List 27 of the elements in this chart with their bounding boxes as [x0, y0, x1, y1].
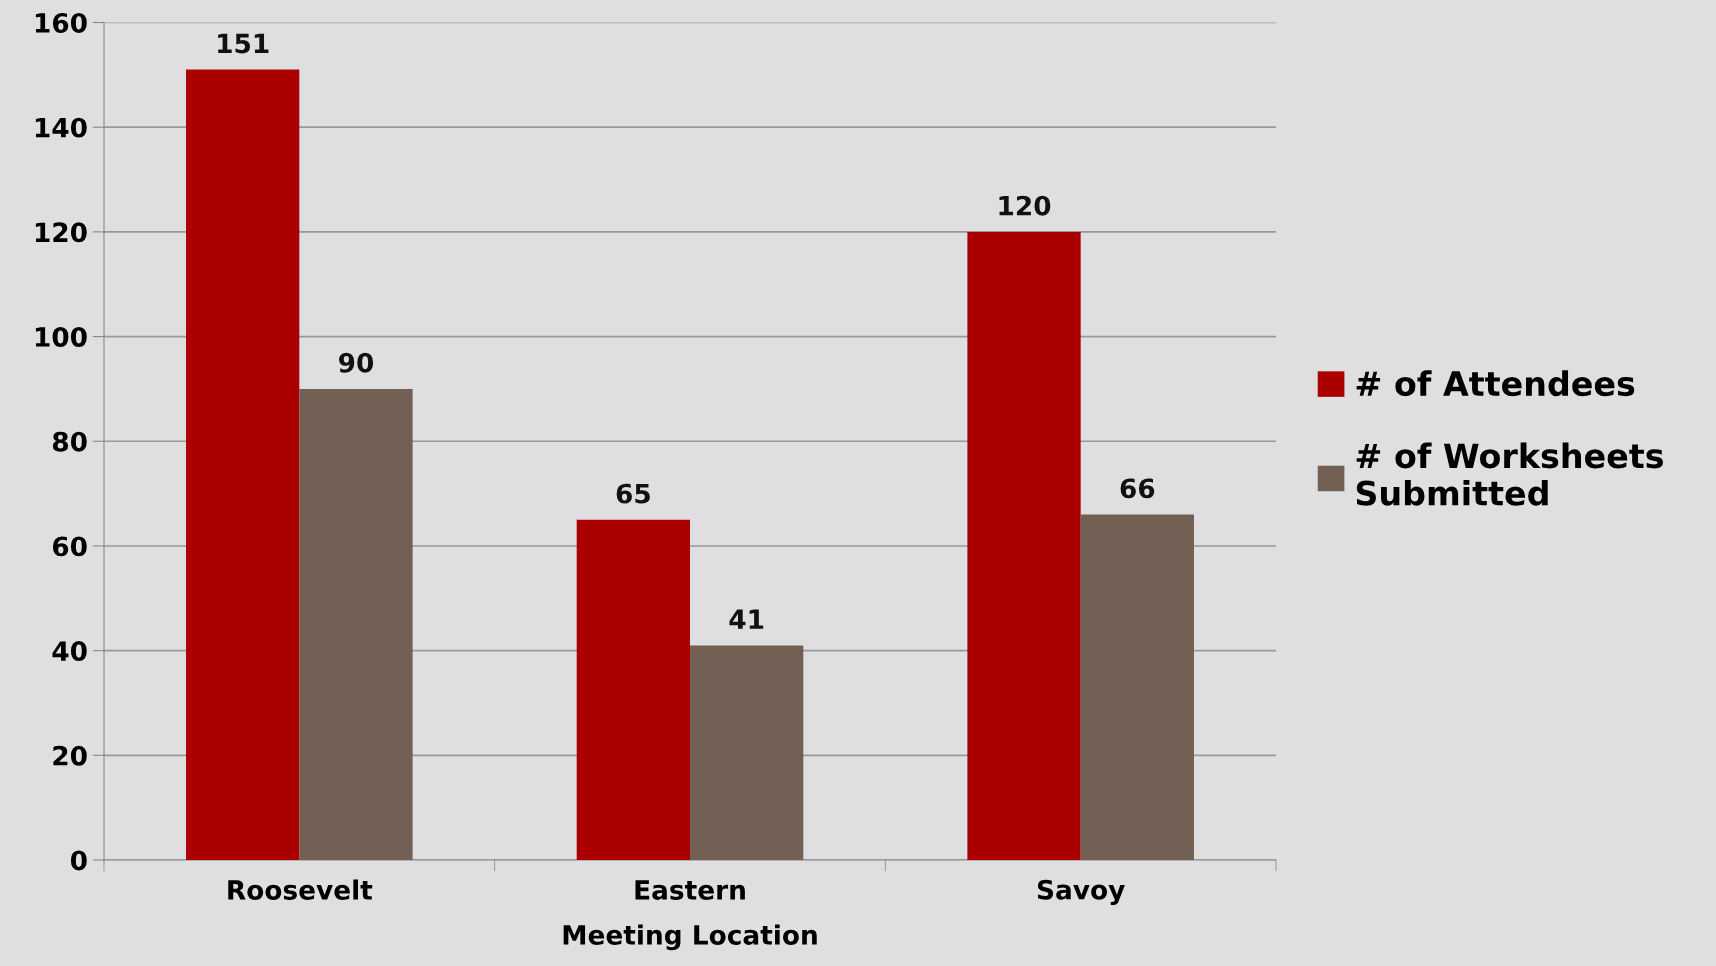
legend-label: # of Attendees [1356, 370, 1635, 397]
y-tick-label: 120 [35, 222, 87, 243]
y-tick-label: 80 [52, 431, 87, 452]
legend-label: # of Worksheets Submitted [1356, 442, 1663, 506]
x-tick-label: Roosevelt [228, 879, 373, 900]
x-tick-label: Eastern [635, 880, 745, 900]
y-tick-label: 20 [53, 745, 87, 766]
data-label: 90 [338, 352, 374, 373]
data-label: 65 [616, 483, 650, 504]
y-tick-label: 100 [35, 327, 87, 347]
data-label: 66 [1120, 478, 1155, 499]
data-label: 120 [999, 195, 1051, 216]
x-axis-title: Meeting Location [563, 924, 817, 951]
bar [186, 69, 300, 861]
data-label: 151 [218, 33, 269, 54]
x-tick-label: Savoy [1037, 879, 1125, 906]
bar [690, 645, 804, 861]
y-tick-label: 60 [52, 536, 87, 557]
data-label: 41 [729, 609, 764, 629]
bar [967, 231, 1081, 861]
y-tick-label: 0 [70, 850, 87, 871]
y-tick-label: 40 [52, 641, 87, 662]
y-tick-label: 140 [35, 117, 87, 138]
bar [576, 519, 690, 861]
bar [299, 388, 413, 861]
y-tick-label: 160 [35, 12, 87, 33]
bar [1080, 514, 1194, 861]
